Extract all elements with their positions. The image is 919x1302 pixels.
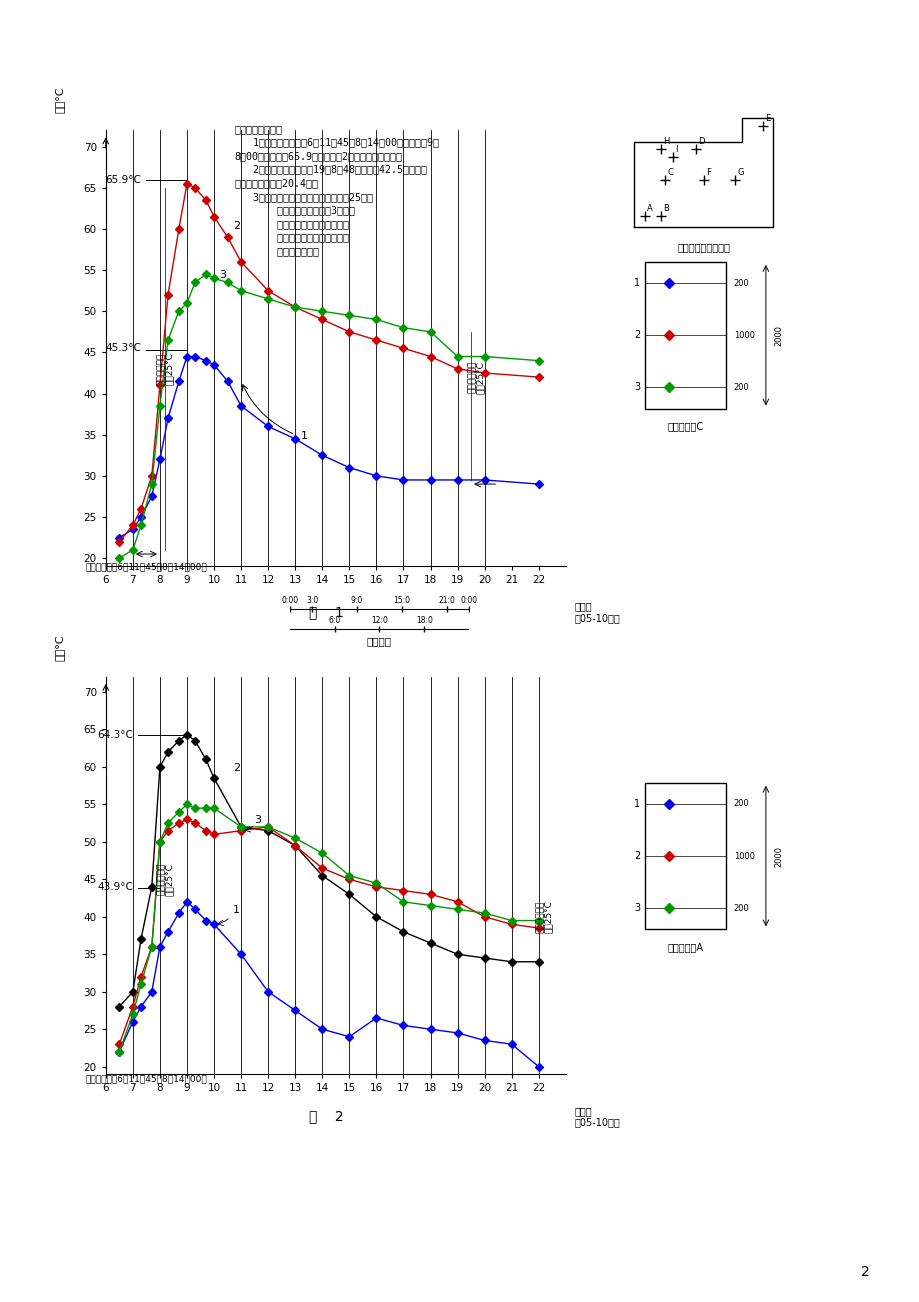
Text: 降温阶段温差: 降温阶段温差 [535, 901, 544, 934]
Text: 日期：
（05-10月）: 日期： （05-10月） [574, 602, 620, 622]
Text: 3: 3 [220, 271, 226, 280]
Text: 18:0: 18:0 [415, 616, 432, 625]
Text: 6:0: 6:0 [328, 616, 340, 625]
Text: 21:0: 21:0 [437, 596, 455, 605]
Text: 由实测图表可知：
   1、升温速度快，自6日11：45至8日14：00浇筑完，于9日
8：00升至最高点65.9度（中心点2），不足三天时间。
   2、降温: 由实测图表可知： 1、升温速度快，自6日11：45至8日14：00浇筑完，于9日… [234, 124, 438, 256]
Text: 3: 3 [633, 383, 640, 392]
Text: 3: 3 [633, 904, 640, 913]
Text: 小于25°C: 小于25°C [543, 901, 552, 934]
Text: G: G [736, 168, 743, 177]
Text: 图    2: 图 2 [309, 1109, 344, 1122]
Text: 经浇筑日期：6日11：45至8日14：00。: 经浇筑日期：6日11：45至8日14：00。 [85, 562, 207, 572]
Text: 2: 2 [859, 1264, 868, 1279]
Text: 12:0: 12:0 [370, 616, 388, 625]
Text: 1000: 1000 [733, 331, 754, 340]
Text: 2: 2 [633, 852, 640, 861]
Text: 升温阶段温差: 升温阶段温差 [156, 353, 165, 385]
Text: E: E [764, 115, 769, 124]
Bar [644, 262, 725, 409]
Text: 测点位置－A: 测点位置－A [666, 943, 703, 952]
Text: 43.9°C: 43.9°C [96, 881, 132, 892]
Text: 200: 200 [733, 383, 749, 392]
Text: 图    1: 图 1 [309, 605, 344, 618]
Text: 小于25°C: 小于25°C [165, 863, 174, 896]
Text: 1: 1 [633, 799, 640, 809]
Text: 1: 1 [233, 905, 240, 915]
Text: C: C [667, 168, 673, 177]
Text: F: F [706, 168, 710, 177]
Text: 降温阶段温差: 降温阶段温差 [468, 361, 476, 393]
Text: 小于25°C: 小于25°C [475, 361, 484, 393]
Text: 时间标式: 时间标式 [367, 635, 391, 646]
Text: 2000: 2000 [773, 324, 782, 346]
Text: 经浇筑日期：6日11：45至8日14：00。: 经浇筑日期：6日11：45至8日14：00。 [85, 1074, 207, 1083]
Bar [644, 783, 725, 930]
Text: D: D [698, 137, 704, 146]
Text: 2: 2 [233, 763, 240, 772]
Text: A: A [647, 203, 652, 212]
Text: 小于25°C: 小于25°C [165, 353, 174, 385]
Text: 1000: 1000 [733, 852, 754, 861]
Text: 3: 3 [255, 815, 261, 825]
Text: 3:0: 3:0 [306, 596, 318, 605]
Text: 0:00: 0:00 [460, 596, 477, 605]
Text: 0:00: 0:00 [281, 596, 298, 605]
Text: 测点位置－C: 测点位置－C [666, 422, 703, 431]
Text: 9:0: 9:0 [350, 596, 363, 605]
Text: 1: 1 [301, 431, 307, 440]
Text: 1: 1 [633, 279, 640, 288]
Text: I: I [675, 145, 677, 154]
Text: H: H [662, 137, 668, 146]
Text: 64.3°C: 64.3°C [96, 729, 132, 740]
Text: 测点平面布置示意图: 测点平面布置示意图 [676, 242, 730, 253]
Text: 65.9°C: 65.9°C [105, 176, 141, 185]
Text: 升温阶段温差: 升温阶段温差 [156, 863, 165, 896]
Text: 45.3°C: 45.3°C [105, 344, 141, 353]
Text: 200: 200 [733, 279, 749, 288]
Text: 2: 2 [633, 331, 640, 340]
Text: 2000: 2000 [773, 845, 782, 867]
Text: 日期：
（05-10月）: 日期： （05-10月） [574, 1105, 620, 1128]
Text: 200: 200 [733, 799, 749, 809]
Text: 温度°C: 温度°C [55, 634, 64, 661]
Text: 200: 200 [733, 904, 749, 913]
Text: 15:0: 15:0 [393, 596, 410, 605]
Text: 温度°C: 温度°C [55, 86, 64, 113]
Text: 2: 2 [233, 221, 240, 230]
Text: B: B [662, 203, 668, 212]
